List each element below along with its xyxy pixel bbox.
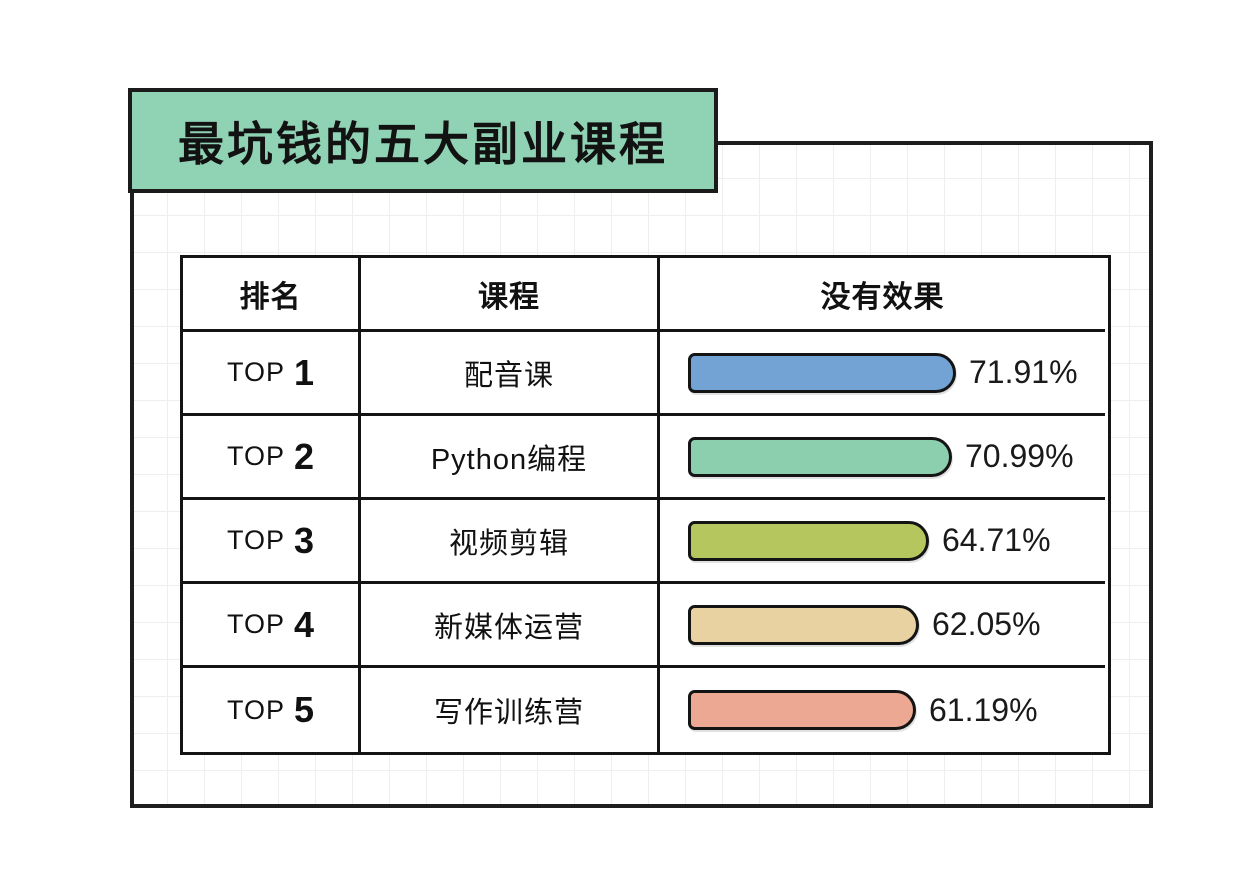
rank-cell: TOP 2: [183, 416, 361, 500]
rank-cell: TOP 1: [183, 332, 361, 416]
rank-number: 5: [293, 689, 315, 730]
title-banner: 最坑钱的五大副业课程: [128, 88, 718, 193]
bar-value-label: 64.71%: [942, 522, 1051, 558]
progress-bar: [688, 604, 919, 645]
header-cell-rank: 排名: [183, 258, 361, 332]
rank-cell: TOP 3: [183, 500, 361, 584]
rank-number: 2: [293, 435, 315, 477]
rank-number: 4: [293, 603, 315, 645]
course-cell: 配音课: [361, 332, 660, 416]
rank-prefix: TOP: [226, 694, 285, 725]
course-name: 配音课: [463, 359, 554, 392]
bar-cell: 71.91%: [660, 332, 1105, 416]
bar-cell: 61.19%: [660, 668, 1105, 752]
rank-number: 3: [293, 519, 315, 561]
rank-prefix: TOP: [226, 441, 285, 471]
progress-bar: [688, 690, 916, 730]
rank-prefix: TOP: [226, 525, 285, 555]
course-cell: 视频剪辑: [361, 500, 660, 584]
bar-value-label: 61.19%: [929, 691, 1038, 728]
rank-cell: TOP 4: [183, 584, 361, 668]
rank-cell: TOP 5: [183, 668, 361, 752]
course-name: 新媒体运营: [433, 611, 584, 644]
course-cell: 写作训练营: [361, 668, 660, 752]
rank-prefix: TOP: [226, 609, 285, 639]
bar-value-label: 71.91%: [969, 354, 1078, 390]
bar-cell: 64.71%: [660, 500, 1105, 584]
progress-bar: [688, 352, 956, 393]
course-cell: Python编程: [361, 416, 660, 500]
course-cell: 新媒体运营: [361, 584, 660, 668]
header-cell-course: 课程: [361, 258, 660, 332]
course-name: 写作训练营: [433, 697, 584, 729]
bar-value-label: 62.05%: [932, 606, 1041, 642]
header-cell-effect: 没有效果: [660, 258, 1105, 332]
bar-value-label: 70.99%: [965, 438, 1074, 474]
course-name: 视频剪辑: [448, 527, 569, 560]
page-title: 最坑钱的五大副业课程: [178, 117, 668, 170]
progress-bar: [688, 520, 929, 561]
ranking-table: 排名 课程 没有效果 TOP 1 配音课 71.91% TOP 2 Python编程 70.9…: [180, 255, 1111, 755]
bar-cell: 62.05%: [660, 584, 1105, 668]
rank-number: 1: [293, 351, 315, 393]
rank-prefix: TOP: [226, 357, 285, 387]
bar-cell: 70.99%: [660, 416, 1105, 500]
progress-bar: [688, 436, 952, 477]
course-name: Python编程: [430, 443, 588, 476]
